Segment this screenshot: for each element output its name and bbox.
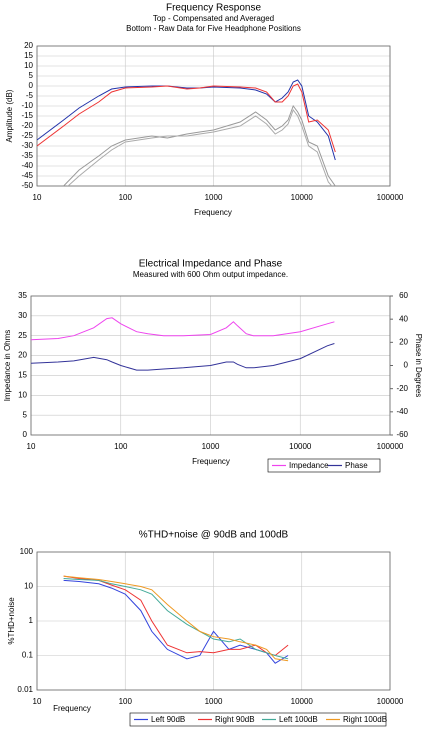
y2-tick-label: 40: [399, 314, 408, 323]
y-axis-label: Amplitude (dB): [5, 89, 14, 142]
y-axis-label: %THD+noise: [7, 597, 16, 645]
y-tick-label: 5: [29, 71, 34, 80]
x-tick-label: 10000: [291, 193, 314, 202]
x-tick-label: 100: [119, 697, 133, 706]
y-tick-label: -35: [21, 151, 33, 160]
y-tick-label: 35: [18, 291, 27, 300]
y-tick-label: 20: [18, 351, 27, 360]
y2-tick-label: -60: [396, 430, 408, 439]
series-line: [37, 79, 336, 161]
series-line: [63, 575, 289, 657]
plot-frame: [30, 295, 391, 436]
y-tick-label: 1: [29, 616, 34, 625]
y-tick-label: 0.01: [17, 685, 33, 694]
y-tick-label: -50: [21, 181, 33, 190]
y-tick-label: 10: [24, 61, 33, 70]
chart-subtitle: Top - Compensated and Averaged: [153, 14, 274, 23]
x-tick-label: 100000: [377, 697, 404, 706]
y-tick-label: 15: [18, 371, 27, 380]
x-tick-label: 10000: [291, 697, 314, 706]
y-tick-label: 0.1: [22, 651, 34, 660]
x-axis-label: Frequency: [53, 704, 91, 713]
y-tick-label: -30: [21, 141, 33, 150]
chart-title: Frequency Response: [166, 3, 261, 14]
x-tick-label: 1000: [205, 697, 223, 706]
series-line: [31, 343, 335, 371]
y-tick-label: -5: [26, 91, 34, 100]
y-tick-label: -45: [21, 171, 33, 180]
y-tick-label: -20: [21, 121, 33, 130]
y2-axis-label: Phase in Degrees: [414, 334, 423, 398]
y-tick-label: 25: [18, 331, 27, 340]
y-axis-label: Impedance in Ohms: [3, 330, 12, 402]
y-tick-label: 10: [18, 390, 27, 399]
x-tick-label: 100000: [377, 193, 404, 202]
y-tick-label: 10: [24, 582, 33, 591]
x-tick-label: 1000: [205, 193, 223, 202]
y-tick-label: -25: [21, 131, 33, 140]
x-axis-label: Frequency: [194, 208, 232, 217]
legend-label: Right 90dB: [215, 715, 255, 724]
chart-title: %THD+noise @ 90dB and 100dB: [139, 530, 289, 541]
series-line: [63, 575, 289, 662]
y-tick-label: 20: [24, 41, 33, 50]
y-tick-label: -10: [21, 101, 33, 110]
plot-frame: [36, 45, 391, 187]
x-tick-label: 10: [27, 442, 36, 451]
y2-tick-label: 60: [399, 291, 408, 300]
x-tick-label: 10000: [289, 442, 312, 451]
x-tick-label: 100: [114, 442, 128, 451]
x-tick-label: 10: [33, 697, 42, 706]
y-tick-label: -40: [21, 161, 33, 170]
chart-title: Electrical Impedance and Phase: [139, 259, 283, 270]
legend-label: Right 100dB: [343, 715, 387, 724]
y-tick-label: 0: [23, 430, 28, 439]
series-line: [63, 104, 336, 186]
y-tick-label: -15: [21, 111, 33, 120]
y-tick-label: 5: [23, 410, 28, 419]
legend-label: Phase: [345, 461, 368, 470]
x-tick-label: 100: [119, 193, 133, 202]
series-line: [31, 317, 335, 341]
legend-box: [129, 712, 387, 727]
chart-subtitle: Bottom - Raw Data for Five Headphone Pos…: [126, 24, 301, 33]
x-tick-label: 10: [33, 193, 42, 202]
series-line: [63, 578, 289, 660]
y-tick-label: 30: [18, 311, 27, 320]
legend-label: Left 90dB: [151, 715, 185, 724]
legend-label: Impedance: [289, 461, 329, 470]
x-tick-label: 1000: [202, 442, 220, 451]
series-line: [67, 108, 333, 186]
y2-tick-label: 20: [399, 337, 408, 346]
series-line: [37, 83, 336, 153]
legend-box: [267, 458, 381, 473]
y-tick-label: 15: [24, 51, 33, 60]
plot-frame: [36, 551, 391, 691]
x-tick-label: 100000: [377, 442, 404, 451]
y2-tick-label: 0: [404, 361, 409, 370]
y-tick-label: 0: [29, 81, 34, 90]
y2-tick-label: -20: [396, 384, 408, 393]
legend-label: Left 100dB: [279, 715, 318, 724]
x-axis-label: Frequency: [192, 457, 230, 466]
chart-subtitle: Measured with 600 Ohm output impedance.: [133, 270, 288, 279]
y2-tick-label: -40: [396, 407, 408, 416]
y-tick-label: 100: [20, 547, 34, 556]
